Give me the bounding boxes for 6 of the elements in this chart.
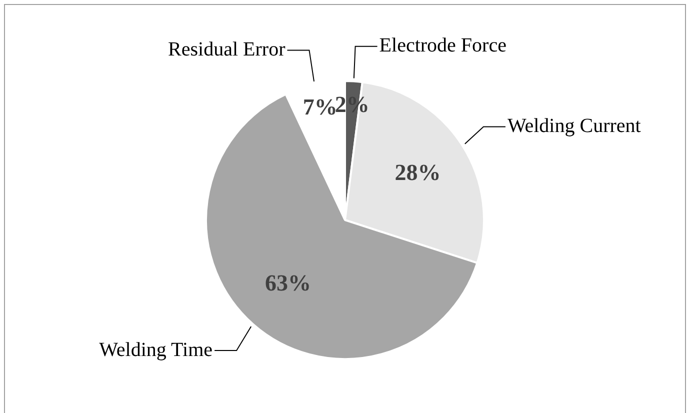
data-label: 63%	[265, 270, 312, 296]
slice-label: Welding Current	[507, 115, 642, 138]
slice-label: Residual Error	[168, 38, 286, 60]
slice-label: Welding Time	[99, 338, 213, 361]
data-label: 28%	[394, 160, 441, 185]
slice-label: Electrode Force	[379, 34, 507, 57]
